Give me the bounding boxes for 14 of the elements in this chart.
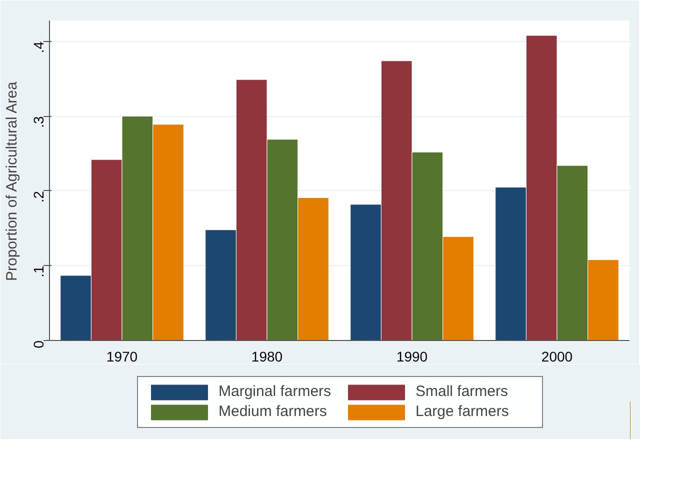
y-tick-label: .4 — [30, 41, 46, 54]
x-tick-label: 1980 — [251, 348, 283, 364]
y-axis-title: Proportion of Agricultural Area — [4, 81, 20, 281]
y-tick-label: .1 — [30, 266, 46, 278]
x-tick-label: 1970 — [106, 348, 138, 364]
x-tick-label: 2000 — [541, 348, 573, 364]
legend-label: Large farmers — [416, 403, 510, 420]
legend-label: Marginal farmers — [218, 383, 332, 400]
y-tick-label: 0 — [30, 340, 46, 348]
y-tick-label: .2 — [30, 190, 46, 203]
x-tick-label: 1990 — [396, 348, 428, 364]
y-tick-label: .3 — [30, 116, 46, 128]
legend-label: Medium farmers — [218, 403, 328, 420]
legend-label: Small farmers — [416, 383, 510, 400]
